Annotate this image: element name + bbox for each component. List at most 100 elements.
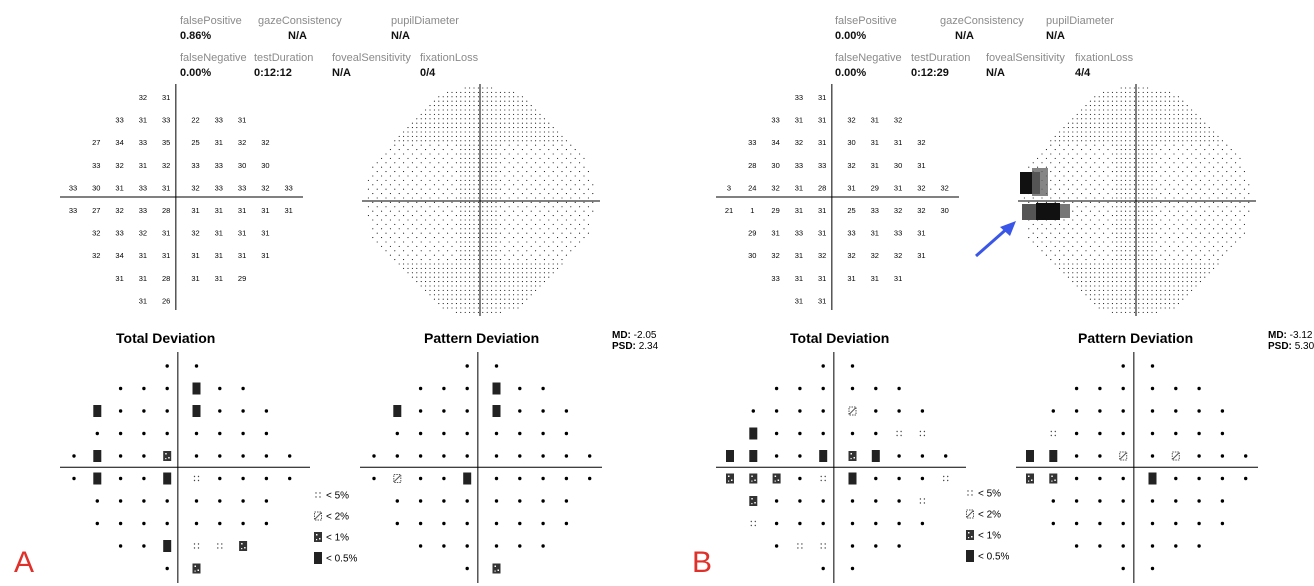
normal-dot bbox=[1051, 499, 1055, 503]
legend-label: < 1% bbox=[326, 533, 349, 544]
grayscale-field-plot bbox=[362, 84, 600, 316]
normal-dot bbox=[494, 364, 499, 368]
legend-label: < 2% bbox=[326, 512, 349, 523]
probability-symbol bbox=[93, 405, 102, 417]
normal-dot bbox=[241, 521, 245, 526]
normal-dot bbox=[72, 476, 76, 481]
normal-dot bbox=[1197, 499, 1201, 503]
fixation-loss-value: 4/4 bbox=[1075, 67, 1091, 79]
scotoma-region bbox=[1020, 168, 1070, 220]
normal-dot bbox=[1244, 476, 1248, 481]
normal-dot bbox=[218, 409, 222, 413]
threshold-value: 31 bbox=[871, 116, 879, 125]
normal-dot bbox=[142, 521, 146, 526]
normal-dot bbox=[518, 431, 522, 436]
fixation-loss-label: fixationLoss bbox=[1075, 52, 1134, 64]
normal-dot bbox=[541, 499, 545, 503]
normal-dot bbox=[774, 499, 779, 503]
normal-dot bbox=[494, 499, 499, 503]
threshold-value: 34 bbox=[115, 251, 123, 260]
normal-dot bbox=[821, 521, 825, 526]
threshold-value: 31 bbox=[847, 183, 855, 192]
normal-dot bbox=[494, 544, 499, 548]
threshold-value: 31 bbox=[139, 274, 147, 283]
threshold-value: 33 bbox=[795, 161, 803, 170]
threshold-value: 33 bbox=[92, 161, 100, 170]
arrow-indicator bbox=[975, 221, 1016, 258]
psd-label: PSD: bbox=[1268, 341, 1292, 352]
probability-symbol bbox=[463, 472, 472, 485]
normal-dot bbox=[1121, 364, 1125, 368]
threshold-value: 31 bbox=[215, 138, 223, 147]
probability-symbol bbox=[192, 563, 201, 574]
normal-dot bbox=[1220, 476, 1225, 481]
threshold-value: 32 bbox=[847, 116, 855, 125]
normal-dot bbox=[372, 454, 376, 458]
normal-dot bbox=[465, 364, 469, 368]
normal-dot bbox=[1074, 386, 1079, 391]
normal-dot bbox=[1074, 476, 1079, 481]
threshold-value: 28 bbox=[748, 161, 756, 170]
gaze-consistency-label: gazeConsistency bbox=[258, 15, 342, 27]
threshold-value: 31 bbox=[139, 116, 147, 125]
normal-dot bbox=[564, 476, 569, 481]
normal-dot bbox=[218, 476, 222, 481]
threshold-value: 31 bbox=[261, 206, 269, 215]
normal-dot bbox=[442, 409, 446, 413]
normal-dot bbox=[465, 566, 469, 571]
threshold-value: 31 bbox=[191, 206, 199, 215]
probability-symbol bbox=[314, 511, 322, 521]
normal-dot bbox=[1098, 544, 1102, 548]
normal-dot bbox=[541, 409, 545, 413]
test-duration-label: testDuration bbox=[911, 52, 971, 64]
threshold-value: 22 bbox=[191, 116, 199, 125]
normal-dot bbox=[1074, 454, 1079, 458]
pupil-diameter-value: N/A bbox=[1046, 30, 1065, 42]
psd-readout: PSD: 5.30 bbox=[1268, 341, 1314, 352]
normal-dot bbox=[541, 431, 545, 436]
normal-dot bbox=[1121, 431, 1125, 436]
threshold-value: 31 bbox=[818, 229, 826, 238]
normal-dot bbox=[218, 386, 222, 391]
gaze-consistency-value: N/A bbox=[288, 30, 307, 42]
probability-symbol bbox=[966, 530, 974, 540]
threshold-value: 33 bbox=[771, 116, 779, 125]
normal-dot bbox=[1098, 521, 1102, 526]
threshold-value: 31 bbox=[162, 93, 170, 102]
threshold-value: 31 bbox=[871, 229, 879, 238]
threshold-value: 32 bbox=[771, 183, 779, 192]
threshold-value: 32 bbox=[115, 161, 123, 170]
normal-dot bbox=[1098, 499, 1102, 503]
foveal-sensitivity-label: fovealSensitivity bbox=[332, 52, 411, 64]
normal-dot bbox=[1098, 476, 1102, 481]
normal-dot bbox=[541, 476, 545, 481]
normal-dot bbox=[418, 409, 423, 413]
probability-symbol bbox=[1148, 472, 1157, 485]
threshold-value: 28 bbox=[162, 206, 170, 215]
normal-dot bbox=[1098, 454, 1102, 458]
normal-dot bbox=[1150, 364, 1155, 368]
normal-dot bbox=[1174, 499, 1178, 503]
normal-dot bbox=[798, 386, 802, 391]
normal-dot bbox=[874, 409, 878, 413]
normal-dot bbox=[920, 454, 925, 458]
threshold-value: 3 bbox=[727, 183, 731, 192]
normal-dot bbox=[518, 476, 522, 481]
threshold-value: 34 bbox=[115, 138, 123, 147]
threshold-value: 31 bbox=[191, 251, 199, 260]
normal-dot bbox=[165, 386, 169, 391]
normal-dot bbox=[194, 364, 199, 368]
threshold-value: 31 bbox=[215, 274, 223, 283]
probability-symbol bbox=[967, 490, 973, 496]
normal-dot bbox=[897, 544, 901, 548]
threshold-value: 31 bbox=[818, 274, 826, 283]
probability-symbol bbox=[966, 509, 974, 519]
normal-dot bbox=[442, 544, 446, 548]
normal-dot bbox=[798, 499, 802, 503]
normal-dot bbox=[518, 544, 522, 548]
normal-dot bbox=[1051, 521, 1055, 526]
threshold-value: 31 bbox=[818, 296, 826, 305]
threshold-value: 32 bbox=[894, 251, 902, 260]
probability-symbol bbox=[749, 496, 758, 506]
normal-dot bbox=[1074, 431, 1079, 436]
